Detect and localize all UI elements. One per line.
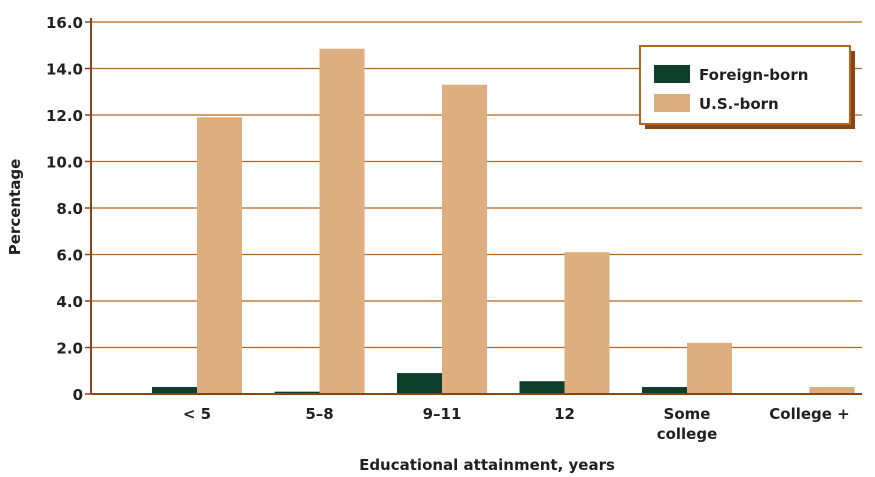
x-tick-label: College + [769,405,849,423]
bar-us-born [564,252,610,394]
x-tick-label: Some [664,405,711,423]
bar-foreign-born [274,391,320,394]
x-tick-label: college [657,425,718,443]
bar-foreign-born [519,381,565,394]
y-tick-label: 4.0 [56,293,83,311]
y-tick-label: 12.0 [46,107,83,125]
x-tick-label: 12 [554,405,575,423]
y-axis-title: Percentage [6,159,24,256]
legend: Foreign-born U.S.-born [639,45,855,129]
axes [90,18,862,395]
legend-box [639,45,851,125]
x-axis-title: Educational attainment, years [359,456,615,474]
x-tick-label: < 5 [183,405,211,423]
bar-foreign-born [152,387,197,394]
bar-us-born [809,387,855,394]
y-tick-label: 6.0 [56,247,83,265]
y-tick-labels: 0 2.0 4.0 6.0 8.0 10.0 12.0 14.0 16.0 [46,14,83,404]
legend-swatch-us-born [654,94,690,112]
y-tick-label: 8.0 [56,200,83,218]
legend-label-foreign-born: Foreign-born [699,66,808,84]
bar-us-born [687,342,732,394]
bars [152,48,855,395]
x-tick-label: 9–11 [423,405,462,423]
legend-label-us-born: U.S.-born [699,95,779,113]
bar-us-born [442,84,487,395]
y-tick-label: 16.0 [46,14,83,32]
y-tick-label: 2.0 [56,340,83,358]
y-tick-label: 10.0 [46,154,83,172]
bar-us-born [197,117,242,394]
y-tick-label: 0 [73,386,83,404]
bar-foreign-born [642,387,687,394]
bar-us-born [319,48,365,395]
bar-foreign-born [397,373,442,394]
y-tick-label: 14.0 [46,61,83,79]
legend-swatch-foreign-born [654,65,690,83]
x-tick-labels: < 5 5–8 9–11 12 Some college College + [183,405,850,443]
x-tick-label: 5–8 [305,405,333,423]
